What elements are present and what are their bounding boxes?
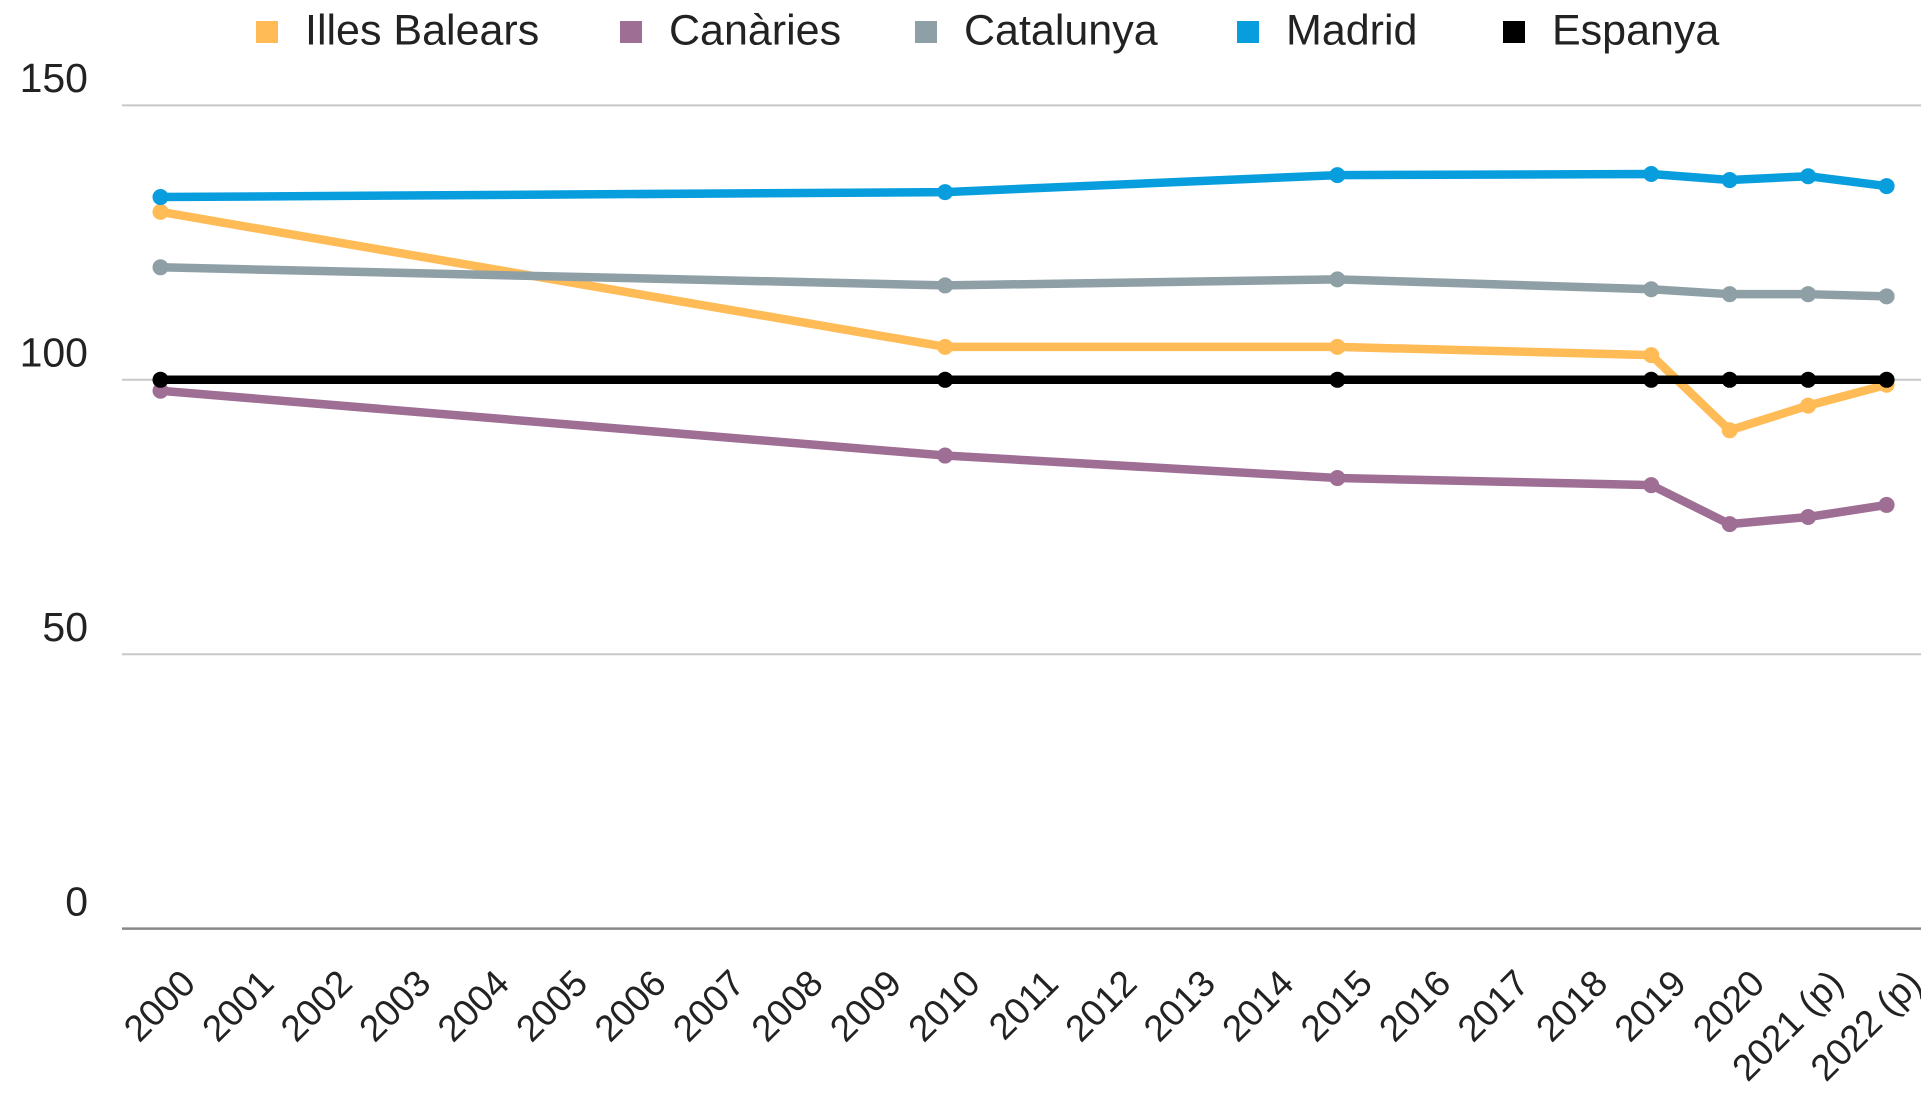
x-tick-label: 2001: [194, 962, 281, 1049]
point: [1800, 509, 1817, 525]
point: [1329, 338, 1346, 355]
point: [1800, 286, 1817, 303]
x-tick-label: 2010: [900, 962, 987, 1049]
point: [937, 447, 954, 464]
point: [1329, 371, 1346, 388]
x-tick-label: 2003: [351, 962, 438, 1049]
x-tick-label: 2000: [116, 962, 203, 1049]
legend-label: Catalunya: [964, 6, 1158, 54]
series-line: [159, 207, 1888, 435]
point: [152, 189, 169, 206]
point: [152, 203, 169, 220]
x-tick-label: 2002: [273, 962, 360, 1049]
x-tick-label: 2011: [981, 962, 1066, 1047]
x-tick-label: 2005: [508, 962, 595, 1049]
point: [937, 277, 954, 294]
point: [1721, 422, 1738, 439]
point: [1329, 167, 1346, 184]
series-line: [160, 169, 1888, 202]
legend-swatch: [1503, 21, 1525, 43]
point: [1800, 397, 1817, 414]
point: [1878, 496, 1895, 513]
x-tick-label: 2013: [1136, 962, 1223, 1049]
x-tick-label: 2015: [1293, 962, 1380, 1049]
point: [1878, 371, 1895, 388]
point: [1643, 371, 1660, 388]
point: [937, 338, 954, 355]
legend-label: Illes Balears: [305, 6, 539, 54]
point: [1643, 347, 1660, 364]
point: [1800, 168, 1817, 185]
x-tick-label: 2004: [430, 962, 517, 1049]
point: [1721, 172, 1738, 189]
x-tick-label: 2017: [1450, 962, 1537, 1049]
x-tick-label: 2018: [1528, 962, 1615, 1049]
series-line: [160, 386, 1888, 529]
x-tick-label: 2007: [665, 962, 752, 1049]
series-line: [160, 263, 1887, 301]
point: [152, 259, 169, 276]
point: [937, 371, 954, 388]
point: [1329, 470, 1346, 487]
y-tick-label: 150: [20, 55, 88, 101]
y-tick-label: 100: [20, 330, 88, 376]
legend-label: Espanya: [1552, 6, 1719, 54]
point: [937, 184, 954, 201]
point: [1643, 166, 1660, 182]
point: [1329, 271, 1346, 288]
point: [1643, 477, 1660, 494]
point: [1643, 281, 1660, 298]
point: [1721, 371, 1738, 388]
x-tick-label: 2006: [587, 962, 674, 1049]
point: [152, 371, 169, 388]
x-tick-label: 2008: [744, 962, 831, 1049]
point: [1800, 371, 1817, 388]
legend-swatch: [1237, 21, 1259, 43]
legend-swatch: [620, 21, 642, 43]
legend-swatch: [915, 21, 937, 43]
legend-label: Madrid: [1286, 6, 1417, 54]
x-tick-label: 2016: [1371, 962, 1458, 1049]
y-tick-label: 50: [42, 604, 88, 650]
point: [1878, 288, 1895, 305]
x-tick-label: 2019: [1607, 962, 1694, 1049]
x-tick-label: 2014: [1214, 962, 1301, 1049]
legend-swatch: [256, 21, 278, 43]
point: [1878, 178, 1895, 195]
y-tick-label: 0: [65, 878, 88, 924]
point: [152, 382, 169, 399]
point: [1721, 286, 1738, 303]
legend-label: Canàries: [669, 6, 841, 54]
x-tick-label: 2012: [1057, 962, 1144, 1049]
x-tick-label: 2009: [822, 962, 909, 1049]
point: [1721, 516, 1738, 533]
